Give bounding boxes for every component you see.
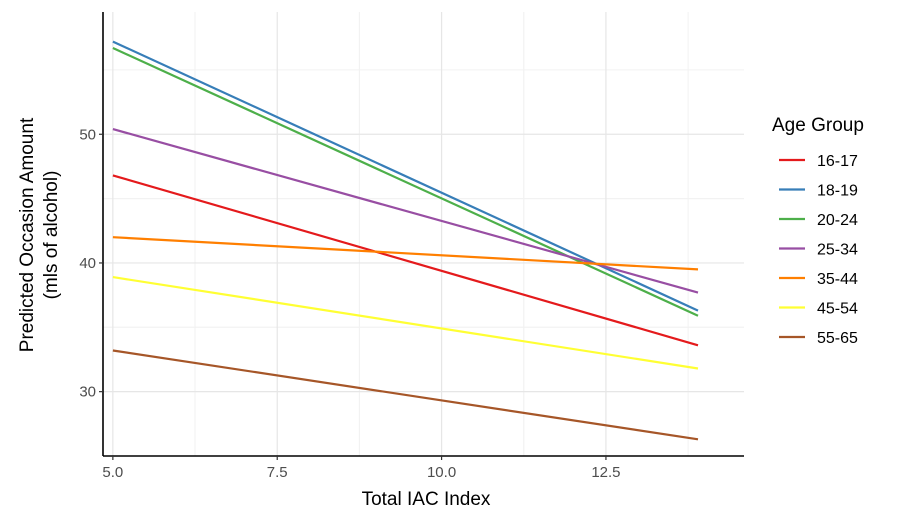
legend-item-55-65: 55-65 [779,330,858,347]
series-line-55-65 [112,349,699,441]
legend-label: 20-24 [817,212,858,229]
x-tick-label: 5.0 [102,464,123,481]
legend-label: 25-34 [817,242,858,259]
y-axis-title-line2: (mls of alcohol) [41,171,62,300]
y-tick-label: 30 [79,384,96,401]
series-line-16-17 [112,174,699,347]
ticks: 5.0 7.5 10.0 12.5 30 40 50 [79,126,620,481]
y-tick-label: 40 [79,255,96,272]
legend-item-18-19: 18-19 [779,183,858,200]
legend-item-20-24: 20-24 [779,212,858,229]
legend-item-35-44: 35-44 [779,271,858,288]
axes [102,12,744,457]
x-axis-title: Total IAC Index [362,489,491,510]
series-line-35-44 [112,236,699,271]
legend-label: 55-65 [817,330,858,347]
series-lines [112,40,699,441]
legend-title: Age Group [772,115,864,136]
legend-label: 16-17 [817,153,858,170]
legend: Age Group 16-17 18-19 20-24 25-34 35-44 45-54… [772,115,864,347]
grid [103,12,744,456]
x-tick-label: 12.5 [591,464,620,481]
series-line-20-24 [112,46,699,317]
series-line-25-34 [112,128,699,294]
legend-label: 45-54 [817,301,858,318]
legend-item-16-17: 16-17 [779,153,858,170]
legend-item-45-54: 45-54 [779,301,858,318]
y-tick-label: 50 [79,126,96,143]
legend-label: 35-44 [817,271,858,288]
y-axis-title-line1: Predicted Occasion Amount [17,117,38,352]
x-tick-label: 7.5 [267,464,288,481]
series-line-45-54 [112,276,699,370]
legend-item-25-34: 25-34 [779,242,858,259]
x-tick-label: 10.0 [427,464,456,481]
legend-label: 18-19 [817,183,858,200]
